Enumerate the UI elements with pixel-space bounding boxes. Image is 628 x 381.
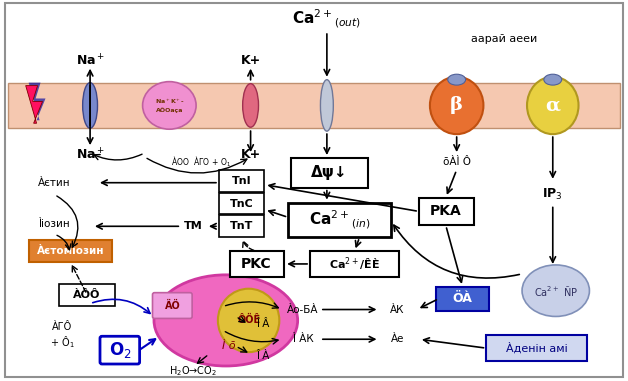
Text: H$_2$O→CO$_2$: H$_2$O→CO$_2$ <box>169 364 217 378</box>
FancyBboxPatch shape <box>291 158 367 188</box>
Text: β: β <box>450 96 463 114</box>
Polygon shape <box>26 86 43 123</box>
Text: IP$_3$: IP$_3$ <box>543 187 563 202</box>
Text: ÄÖ: ÄÖ <box>165 301 180 311</box>
Text: Àденін амі: Àденін амі <box>506 343 568 354</box>
Text: α: α <box>545 96 560 114</box>
FancyBboxPatch shape <box>230 251 284 277</box>
Text: ÀГÔ
+ Ô$_1$: ÀГÔ + Ô$_1$ <box>50 322 75 351</box>
Text: Δψ↓: Δψ↓ <box>311 165 347 180</box>
Text: Ca$^{2+}$ ÑР: Ca$^{2+}$ ÑР <box>534 284 578 298</box>
Text: K+: K+ <box>241 54 261 67</box>
FancyBboxPatch shape <box>310 251 399 277</box>
Ellipse shape <box>430 77 484 134</box>
FancyBboxPatch shape <box>436 287 489 311</box>
Ellipse shape <box>143 82 196 129</box>
Ellipse shape <box>242 83 259 127</box>
FancyBboxPatch shape <box>8 83 620 128</box>
FancyBboxPatch shape <box>419 198 474 225</box>
Text: Ì õ: Ì õ <box>222 341 236 351</box>
FancyBboxPatch shape <box>219 193 264 215</box>
FancyBboxPatch shape <box>487 335 587 361</box>
Ellipse shape <box>522 265 590 317</box>
Text: Àe: Àe <box>391 334 404 344</box>
Text: PKA: PKA <box>430 205 462 218</box>
Text: Ìіозин: Ìіозин <box>38 219 70 229</box>
Text: O$_2$: O$_2$ <box>109 340 131 360</box>
Text: ÀОО  ÀГО + О$_1$: ÀОО ÀГО + О$_1$ <box>171 155 231 169</box>
Ellipse shape <box>320 80 333 131</box>
Ellipse shape <box>527 77 578 134</box>
Text: TnI: TnI <box>232 176 251 186</box>
FancyBboxPatch shape <box>5 3 623 377</box>
Text: Ì ÀК: Ì ÀК <box>293 334 313 344</box>
Text: Ca$^{2+}$/ÊÈ: Ca$^{2+}$/ÊÈ <box>329 255 380 273</box>
Ellipse shape <box>83 83 97 128</box>
FancyBboxPatch shape <box>219 170 264 192</box>
Text: ÖÀ: ÖÀ <box>453 292 472 305</box>
FancyBboxPatch shape <box>60 284 115 306</box>
Text: ÔÖÊ: ÔÖÊ <box>237 315 260 325</box>
FancyBboxPatch shape <box>153 293 192 319</box>
Ellipse shape <box>154 275 298 366</box>
Ellipse shape <box>448 74 465 85</box>
Text: ÀÔÔ: ÀÔÔ <box>73 290 101 299</box>
Text: Na$^+$: Na$^+$ <box>75 147 105 163</box>
Text: Na$^+$: Na$^+$ <box>75 53 105 69</box>
Text: Î Â: Î Â <box>256 319 269 330</box>
FancyBboxPatch shape <box>219 215 264 237</box>
FancyBboxPatch shape <box>29 240 112 262</box>
Polygon shape <box>29 83 45 120</box>
Text: ÀК: ÀК <box>390 304 404 315</box>
Text: Na$^+$K$^+$-
AÔOaça: Na$^+$K$^+$- AÔOaça <box>154 98 184 114</box>
Text: Àєтоміозин: Àєтоміозин <box>36 246 104 256</box>
Text: PKC: PKC <box>241 257 272 271</box>
FancyBboxPatch shape <box>288 203 391 237</box>
Text: Ca$^{2+}$$_{(out)}$: Ca$^{2+}$$_{(out)}$ <box>293 8 361 30</box>
Text: Î À: Î À <box>256 351 269 361</box>
Text: ōÀÌ Ô: ōÀÌ Ô <box>443 157 470 167</box>
Text: TnC: TnC <box>230 199 254 208</box>
Text: аарай аееи: аарай аееи <box>471 34 538 44</box>
Ellipse shape <box>218 289 279 352</box>
Ellipse shape <box>544 74 561 85</box>
FancyBboxPatch shape <box>100 336 139 364</box>
Text: Àєтин: Àєтин <box>38 178 71 188</box>
Text: Ca$^{2+}$$_{(in)}$: Ca$^{2+}$$_{(in)}$ <box>309 208 371 231</box>
Text: TnT: TnT <box>230 221 253 231</box>
Text: K+: K+ <box>241 149 261 162</box>
Text: Àо-БÀ: Àо-БÀ <box>288 304 319 315</box>
Text: TM: TM <box>184 221 202 231</box>
